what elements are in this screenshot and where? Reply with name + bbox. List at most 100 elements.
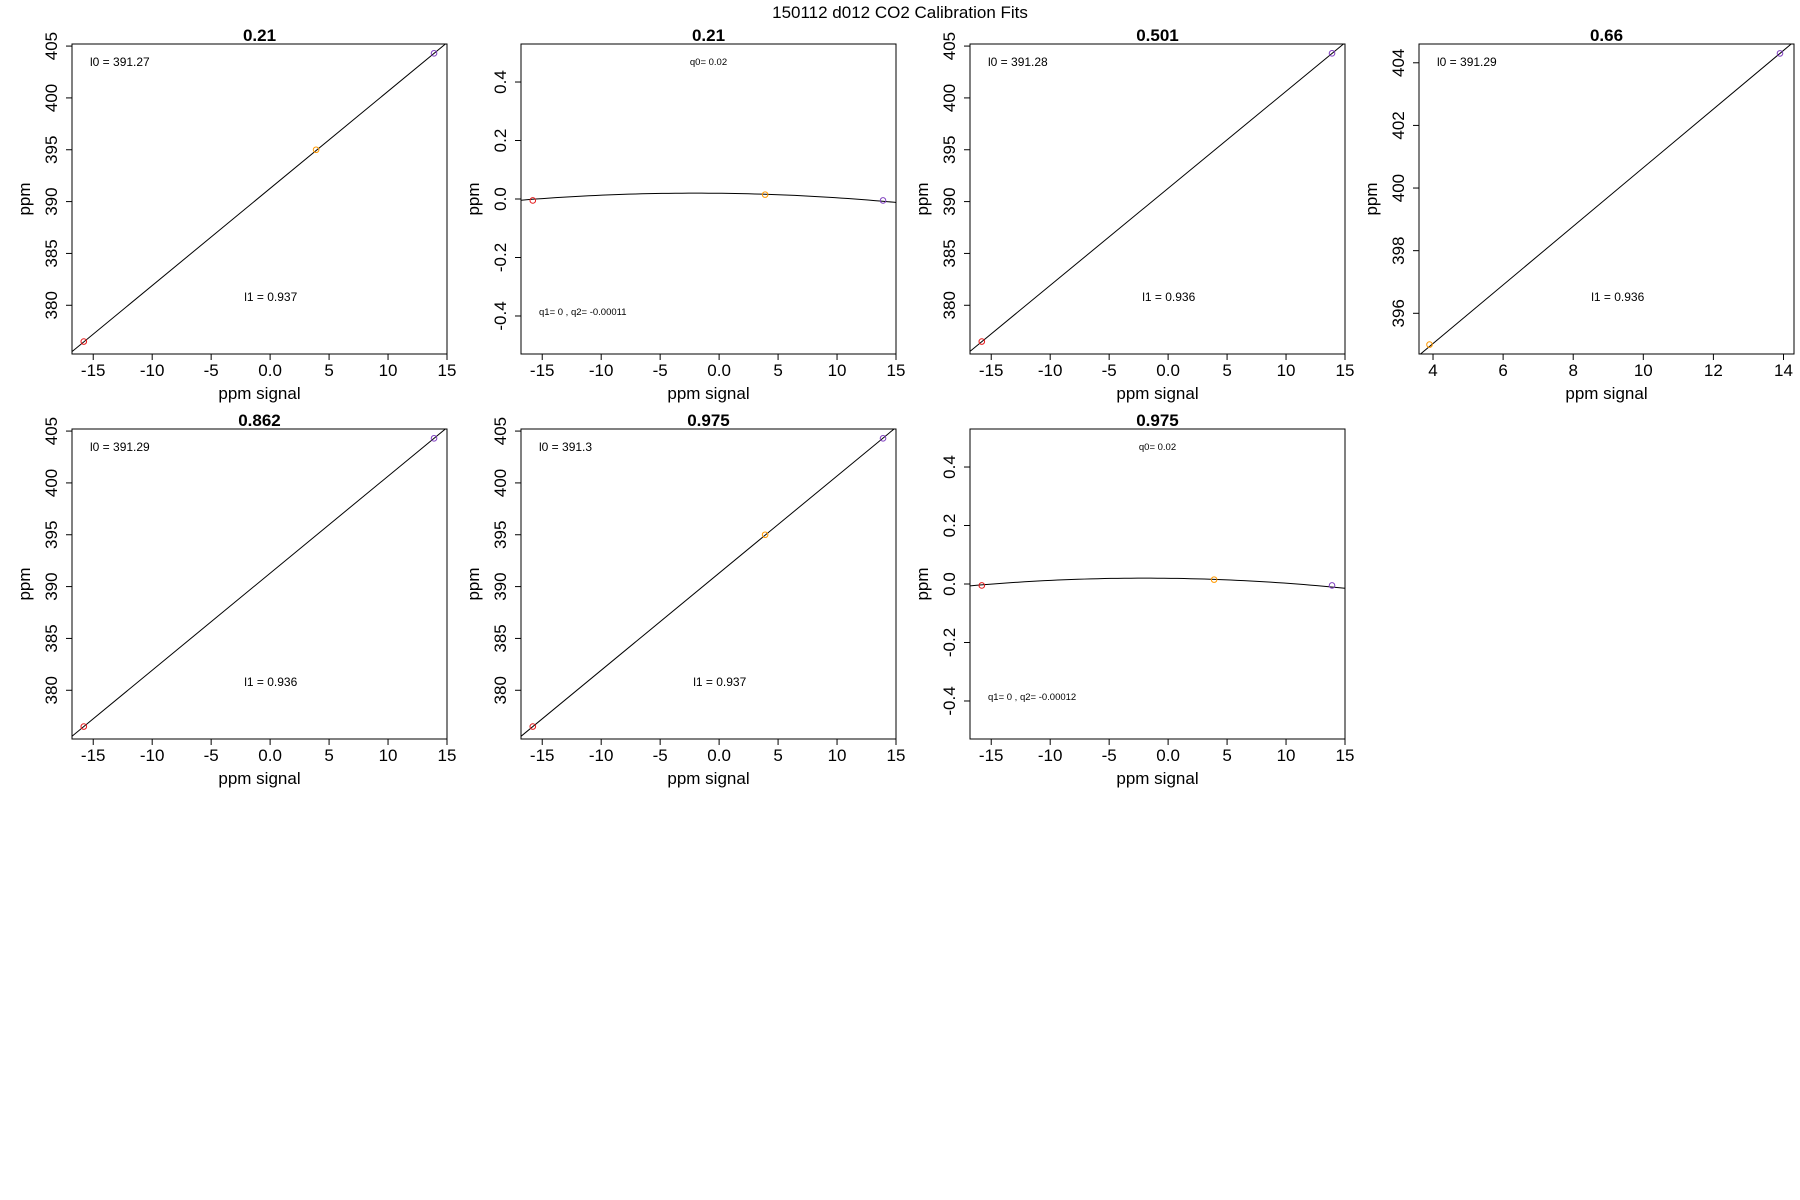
x-axis-label: ppm signal [667, 384, 749, 403]
fit-line [521, 192, 896, 203]
fit-annotation: l0 = 391.27 [90, 55, 150, 69]
y-tick-label: 405 [42, 32, 61, 60]
x-axis-label: ppm signal [1565, 384, 1647, 403]
y-tick-label: 390 [42, 572, 61, 600]
y-axis-label: ppm [913, 182, 932, 215]
x-tick-label: 0.0 [1156, 361, 1180, 380]
x-tick-label: -5 [204, 361, 219, 380]
y-tick-label: 380 [42, 291, 61, 319]
y-tick-label: 0.0 [940, 572, 959, 596]
data-point [978, 582, 986, 589]
y-tick-label: -0.2 [940, 628, 959, 657]
x-tick-label: -15 [81, 746, 106, 765]
data-point [761, 531, 769, 539]
y-tick-label: 380 [940, 291, 959, 319]
panels: 0.21 -15 -10 -5 0.0 5 10 15 380 385 390 395 400 405 pp… [15, 26, 1795, 788]
x-tick-label: 15 [438, 746, 457, 765]
x-tick-label: -5 [653, 361, 668, 380]
data-point [879, 435, 887, 442]
x-tick-label: 5 [1222, 361, 1231, 380]
x-tick-label: -10 [140, 361, 165, 380]
chart-panel: 0.66 4 6 8 10 12 14 396 398 400 402 404 ppm signal pp… [1362, 26, 1795, 403]
y-tick-label: 0.2 [491, 129, 510, 153]
y-tick-label: 0.0 [491, 187, 510, 211]
fit-annotation: l0 = 391.3 [539, 440, 592, 454]
y-tick-label: 402 [1389, 111, 1408, 139]
x-tick-label: -5 [204, 746, 219, 765]
y-tick-label: 400 [42, 84, 61, 112]
y-tick-label: 404 [1389, 49, 1408, 77]
x-tick-label: 5 [324, 746, 333, 765]
fit-annotation: l0 = 391.29 [90, 440, 150, 454]
x-axis-label: ppm signal [1116, 769, 1198, 788]
panel-title: 0.21 [692, 26, 725, 45]
data-point [312, 146, 320, 154]
x-tick-label: -15 [530, 361, 555, 380]
x-tick-label: -15 [530, 746, 555, 765]
y-tick-label: 395 [940, 136, 959, 164]
x-axis-label: ppm signal [1116, 384, 1198, 403]
x-tick-label: 15 [1336, 746, 1355, 765]
x-tick-label: 5 [773, 746, 782, 765]
y-tick-label: 395 [491, 521, 510, 549]
plot-frame [71, 428, 448, 740]
x-tick-label: 10 [379, 361, 398, 380]
fit-annotation: q1= 0 , q2= -0.00011 [539, 307, 627, 318]
chart-panel: 0.501 -15 -10 -5 0.0 5 10 15 380 385 390 395 400 405 p… [913, 26, 1355, 403]
x-tick-label: 10 [1277, 361, 1296, 380]
x-tick-label: 14 [1774, 361, 1793, 380]
data-point [1210, 576, 1218, 583]
y-tick-label: 385 [42, 239, 61, 267]
data-point [1328, 582, 1336, 589]
y-axis-label: ppm [15, 567, 34, 600]
x-tick-label: -10 [589, 746, 614, 765]
fit-annotation: q0= 0.02 [690, 57, 727, 68]
y-axis-label: ppm [913, 567, 932, 600]
x-tick-label: -15 [979, 361, 1004, 380]
data-point [529, 723, 537, 730]
y-tick-label: 390 [940, 187, 959, 215]
x-tick-label: -15 [81, 361, 106, 380]
data-point [1426, 341, 1433, 348]
figure-title: 150112 d012 CO2 Calibration Fits [772, 3, 1028, 22]
x-tick-label: 15 [1336, 361, 1355, 380]
x-tick-label: 6 [1498, 361, 1507, 380]
y-tick-label: 385 [940, 239, 959, 267]
y-tick-label: 400 [940, 84, 959, 112]
data-point [80, 723, 88, 730]
y-tick-label: 385 [42, 624, 61, 652]
y-tick-label: 400 [42, 469, 61, 497]
data-point [1328, 50, 1336, 57]
data-point [761, 191, 769, 198]
data-point [978, 338, 986, 345]
x-tick-label: 10 [1634, 361, 1653, 380]
y-tick-label: -0.4 [491, 301, 510, 330]
plot-frame [969, 43, 1346, 355]
fit-annotation: l0 = 391.28 [988, 55, 1048, 69]
chart-panel: 0.21 -15 -10 -5 0.0 5 10 15 380 385 390 395 400 405 pp… [15, 26, 456, 403]
y-tick-label: -0.4 [940, 686, 959, 715]
y-tick-label: 395 [42, 136, 61, 164]
x-tick-label: 0.0 [707, 746, 731, 765]
x-tick-label: -10 [589, 361, 614, 380]
x-tick-label: 12 [1704, 361, 1723, 380]
panel-title: 0.862 [238, 411, 281, 430]
y-tick-label: 405 [940, 32, 959, 60]
x-tick-label: -10 [1038, 746, 1063, 765]
data-point [430, 435, 438, 442]
fit-line [970, 577, 1345, 589]
x-tick-label: 0.0 [1156, 746, 1180, 765]
fit-annotation: l1 = 0.936 [1142, 290, 1195, 304]
data-point [879, 197, 887, 204]
x-tick-label: 0.0 [258, 746, 282, 765]
data-point [529, 197, 537, 204]
fit-annotation: l1 = 0.936 [1591, 290, 1644, 304]
x-tick-label: 0.0 [258, 361, 282, 380]
x-tick-label: 8 [1568, 361, 1577, 380]
x-tick-label: 4 [1428, 361, 1437, 380]
y-tick-label: 398 [1389, 236, 1408, 264]
x-tick-label: 10 [828, 361, 847, 380]
y-tick-label: 385 [491, 624, 510, 652]
data-point [430, 50, 438, 57]
x-axis-label: ppm signal [667, 769, 749, 788]
